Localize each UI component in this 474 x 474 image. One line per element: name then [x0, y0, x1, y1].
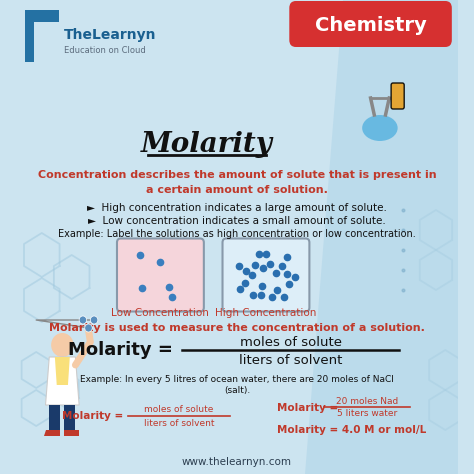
Text: Chemistry: Chemistry — [315, 16, 427, 35]
FancyBboxPatch shape — [391, 83, 404, 109]
Text: moles of solute: moles of solute — [240, 336, 342, 348]
Text: Molarity =: Molarity = — [62, 411, 123, 421]
Text: Molarity: Molarity — [141, 131, 273, 158]
Text: 5 liters water: 5 liters water — [337, 410, 397, 419]
Polygon shape — [64, 430, 79, 436]
Text: ►  Low concentration indicates a small amount of solute.: ► Low concentration indicates a small am… — [88, 216, 386, 226]
Polygon shape — [46, 357, 79, 405]
Text: (salt).: (salt). — [224, 385, 250, 394]
Text: 20 moles Nad: 20 moles Nad — [336, 396, 398, 405]
FancyBboxPatch shape — [117, 238, 204, 311]
Text: liters of solvent: liters of solvent — [239, 354, 343, 366]
Text: Molarity =: Molarity = — [277, 403, 338, 413]
Text: Concentration describes the amount of solute that is present in: Concentration describes the amount of so… — [38, 170, 436, 180]
Text: TheLearnyn: TheLearnyn — [64, 28, 157, 42]
Text: Example: Label the solutions as high concentration or low concentration.: Example: Label the solutions as high con… — [58, 229, 416, 239]
Text: a certain amount of solution.: a certain amount of solution. — [146, 185, 328, 195]
Circle shape — [51, 333, 73, 357]
FancyBboxPatch shape — [289, 1, 452, 47]
FancyBboxPatch shape — [222, 238, 310, 311]
Ellipse shape — [362, 115, 398, 141]
Text: Example: In every 5 litres of ocean water, there are 20 moles of NaCl: Example: In every 5 litres of ocean wate… — [80, 375, 394, 384]
Polygon shape — [55, 357, 70, 385]
Circle shape — [85, 324, 92, 332]
Text: Molarity is used to measure the concentration of a solution.: Molarity is used to measure the concentr… — [49, 323, 425, 333]
Text: moles of solute: moles of solute — [145, 405, 214, 414]
Text: ►  High concentration indicates a large amount of solute.: ► High concentration indicates a large a… — [87, 203, 387, 213]
Text: Molarity =: Molarity = — [68, 341, 173, 359]
Polygon shape — [25, 10, 59, 62]
Text: Low Concentration: Low Concentration — [111, 308, 210, 318]
Text: Molarity = 4.0 M or mol/L: Molarity = 4.0 M or mol/L — [277, 425, 427, 435]
Circle shape — [79, 316, 87, 324]
Polygon shape — [49, 405, 61, 430]
Text: www.thelearnyn.com: www.thelearnyn.com — [182, 457, 292, 467]
Polygon shape — [64, 405, 75, 430]
Polygon shape — [305, 0, 458, 474]
Circle shape — [91, 316, 98, 324]
Text: High Concentration: High Concentration — [215, 308, 317, 318]
Text: Education on Cloud: Education on Cloud — [64, 46, 146, 55]
Text: liters of solvent: liters of solvent — [144, 419, 214, 428]
Polygon shape — [44, 430, 61, 436]
